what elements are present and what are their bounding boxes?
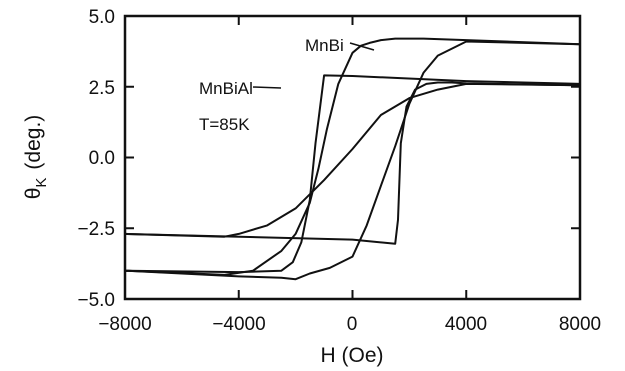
- temperature-label: T=85K: [199, 115, 250, 134]
- mnbial-label: MnBiAl: [199, 79, 253, 98]
- mnbi-curve-branch-2: [125, 42, 580, 280]
- x-tick-label: 0: [347, 314, 358, 335]
- y-axis-label: θK (deg.): [22, 115, 50, 200]
- y-axis-symbol: θ: [22, 188, 45, 200]
- x-axis-label: H (Oe): [321, 344, 384, 367]
- x-tick-label: −8000: [98, 314, 151, 335]
- y-tick-label: −2.5: [77, 219, 115, 240]
- y-tick-label: 0.0: [89, 148, 115, 169]
- x-tick-label: 4000: [445, 314, 487, 335]
- mnbi-label: MnBi: [305, 36, 344, 55]
- y-tick-label: −5.0: [77, 290, 115, 311]
- y-tick-label: 2.5: [89, 78, 115, 99]
- x-tick-label: 8000: [559, 314, 601, 335]
- mnbial-leader-line: [253, 87, 281, 88]
- mnbial-curve-branch-2: [125, 75, 580, 272]
- x-tick-label: −4000: [212, 314, 265, 335]
- mnbial-curve-branch-3: [125, 83, 580, 244]
- y-tick-label: 5.0: [89, 7, 115, 28]
- y-axis-subscript: K: [33, 178, 50, 188]
- mnbi-leader-line: [350, 43, 374, 50]
- curves: [125, 39, 580, 280]
- y-axis-unit: (deg.): [22, 115, 45, 170]
- mnbial-curve-branch-1: [125, 84, 580, 237]
